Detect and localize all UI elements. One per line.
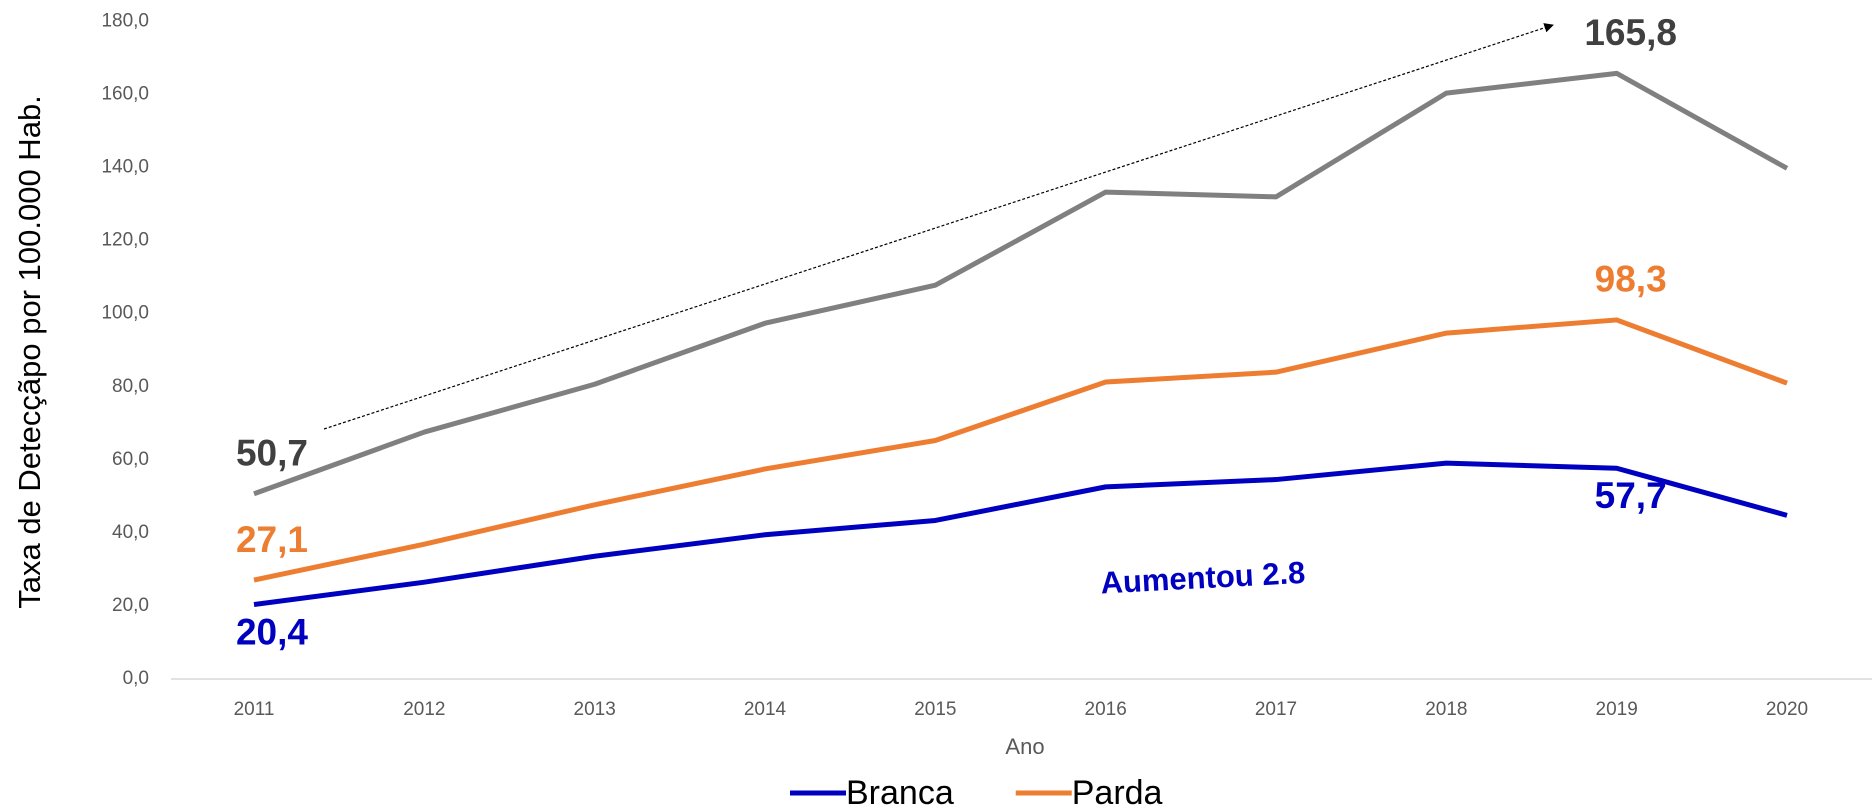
y-tick-label: 100,0	[101, 303, 149, 324]
x-tick-label: 2020	[1766, 699, 1808, 720]
data-label: 57,7	[1595, 475, 1667, 516]
x-tick-label: 2015	[914, 699, 956, 720]
annotation: Aumentou 2.8	[1100, 555, 1307, 601]
data-label: 165,8	[1584, 12, 1677, 53]
data-label: 98,3	[1595, 259, 1667, 300]
data-label: 27,1	[236, 519, 308, 560]
y-tick-label: 140,0	[101, 157, 149, 178]
y-axis-label: Taxa de Detecçãpo por 100.000 Hab.	[12, 95, 47, 609]
data-label: 20,4	[236, 611, 308, 652]
legend-label: Parda	[1072, 774, 1163, 811]
y-tick-label: 60,0	[112, 449, 149, 470]
y-tick-label: 180,0	[101, 11, 149, 32]
y-tick-label: 160,0	[101, 84, 149, 105]
x-tick-label: 2016	[1085, 699, 1127, 720]
y-tick-label: 0,0	[123, 668, 149, 689]
x-tick-label: 2019	[1596, 699, 1638, 720]
x-tick-label: 2013	[574, 699, 616, 720]
x-tick-label: 2018	[1425, 699, 1467, 720]
y-tick-label: 120,0	[101, 230, 149, 251]
x-tick-label: 2014	[744, 699, 787, 720]
line-series	[253, 317, 1788, 583]
x-tick-label: 2017	[1255, 699, 1297, 720]
y-tick-label: 20,0	[112, 595, 149, 616]
y-tick-label: 80,0	[112, 376, 149, 397]
x-tick-label: 2011	[234, 699, 275, 720]
legend-label: Branca	[846, 774, 954, 811]
trend-arrow	[323, 23, 1554, 430]
line-series	[253, 460, 1788, 607]
x-axis-label: Ano	[1005, 734, 1044, 759]
y-tick-label: 40,0	[112, 522, 149, 543]
data-label: 50,7	[236, 433, 308, 474]
line-series	[253, 70, 1789, 497]
x-tick-label: 2012	[403, 699, 445, 720]
